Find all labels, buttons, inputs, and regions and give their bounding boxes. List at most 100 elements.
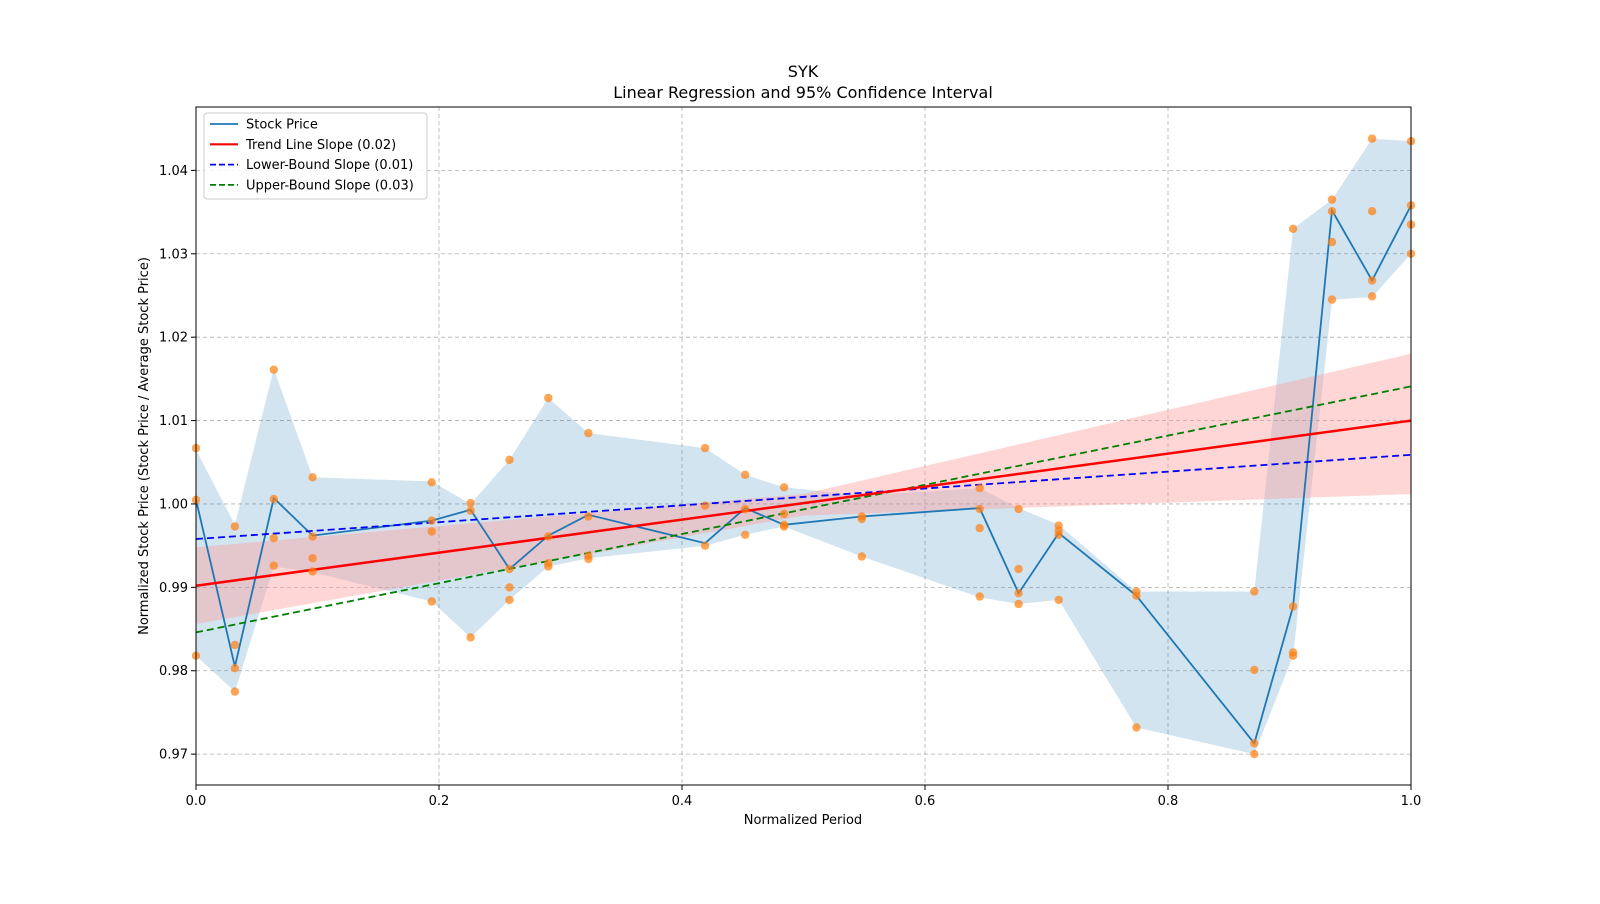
data-point (975, 483, 984, 493)
chart-subtitle: Linear Regression and 95% Confidence Int… (613, 83, 993, 102)
data-point (1132, 723, 1141, 732)
data-point (975, 504, 984, 514)
data-point (1288, 224, 1298, 233)
data-point (427, 516, 436, 525)
legend-label-stock: Stock Price (246, 118, 318, 133)
data-point (230, 640, 240, 650)
x-tick-label: 0.8 (1158, 794, 1179, 809)
data-point (857, 514, 866, 524)
upper-bound-line (195, 385, 1412, 634)
data-point (779, 483, 789, 492)
x-axis-ticks: 0.0 0.2 0.4 0.6 0.8 1.0 (186, 785, 1422, 809)
data-point (1288, 602, 1298, 611)
data-point (1327, 195, 1337, 204)
lower-bound-line (195, 453, 1412, 540)
data-point (1014, 589, 1023, 598)
stock-price-range-band (196, 138, 1411, 755)
data-point (1327, 295, 1337, 304)
data-point (308, 532, 317, 541)
data-point (975, 592, 984, 601)
x-tick-label: 0.4 (672, 794, 693, 809)
data-point (1367, 207, 1377, 216)
data-point (1367, 276, 1377, 285)
data-point (544, 532, 553, 541)
data-point (308, 554, 317, 563)
y-tick-label: 0.98 (159, 664, 188, 679)
legend-label-trend: Trend Line Slope (0.02) (245, 138, 396, 153)
data-point (466, 498, 475, 508)
data-point (741, 470, 750, 479)
data-point (269, 365, 278, 374)
data-point (230, 522, 240, 531)
data-point (741, 530, 750, 539)
data-point (427, 527, 436, 536)
data-point (857, 552, 866, 561)
data-point (1014, 599, 1023, 609)
series-lines (195, 204, 1412, 746)
data-point (427, 597, 436, 606)
y-tick-label: 1.00 (159, 497, 188, 512)
data-point (1132, 591, 1141, 600)
data-point (1250, 739, 1259, 748)
confidence-bands (196, 138, 1411, 755)
data-point (779, 522, 789, 531)
data-point (230, 664, 240, 673)
data-point (975, 523, 984, 533)
data-point (269, 561, 278, 570)
data-point (700, 501, 710, 510)
x-tick-label: 0.0 (186, 794, 207, 809)
data-point (1327, 207, 1337, 216)
chart-title: SYK (788, 62, 819, 81)
data-point (505, 595, 514, 605)
scatter-points (191, 134, 1416, 759)
data-point (584, 428, 593, 438)
trend-confidence-band (196, 353, 1411, 624)
data-point (741, 504, 750, 514)
data-point (466, 506, 475, 515)
data-point (544, 562, 553, 571)
y-tick-label: 0.97 (159, 748, 188, 763)
data-point (1327, 237, 1337, 247)
data-point (700, 443, 710, 453)
y-tick-label: 0.99 (159, 581, 188, 596)
legend-label-upper: Upper-Bound Slope (0.03) (246, 178, 414, 193)
data-point (308, 473, 317, 482)
x-tick-label: 0.6 (915, 794, 936, 809)
data-point (505, 564, 514, 574)
data-point (1367, 134, 1377, 143)
data-point (1367, 292, 1377, 301)
data-point (700, 541, 710, 550)
y-axis-ticks: 0.97 0.98 0.99 1.00 1.01 1.02 1.03 1.04 (159, 164, 196, 763)
y-axis-label: Normalized Stock Price (Stock Price / Av… (137, 257, 152, 635)
trend-line (195, 419, 1412, 587)
data-point (1250, 587, 1259, 596)
data-point (505, 455, 514, 464)
stock-price-line (195, 204, 1412, 746)
data-point (269, 534, 278, 543)
data-point (1250, 665, 1259, 675)
data-point (1288, 651, 1298, 660)
y-tick-label: 1.02 (159, 331, 188, 346)
data-point (779, 509, 789, 519)
y-tick-label: 1.04 (159, 164, 188, 179)
data-point (1250, 749, 1259, 759)
data-point (544, 393, 553, 403)
legend: Stock Price Trend Line Slope (0.02) Lower-… (203, 112, 428, 200)
y-tick-label: 1.03 (159, 247, 188, 262)
data-point (1054, 530, 1063, 539)
x-axis-label: Normalized Period (744, 813, 862, 828)
data-point (1054, 595, 1063, 605)
x-tick-label: 0.2 (429, 794, 450, 809)
x-tick-label: 1.0 (1401, 794, 1422, 809)
data-point (308, 567, 317, 576)
data-point (584, 554, 593, 564)
plot-area-frame (195, 106, 1412, 786)
y-tick-label: 1.01 (159, 414, 188, 429)
data-point (584, 512, 593, 521)
data-point (466, 633, 475, 642)
data-point (1014, 564, 1023, 574)
data-point (427, 478, 436, 487)
data-point (505, 583, 514, 592)
legend-box (203, 112, 428, 200)
